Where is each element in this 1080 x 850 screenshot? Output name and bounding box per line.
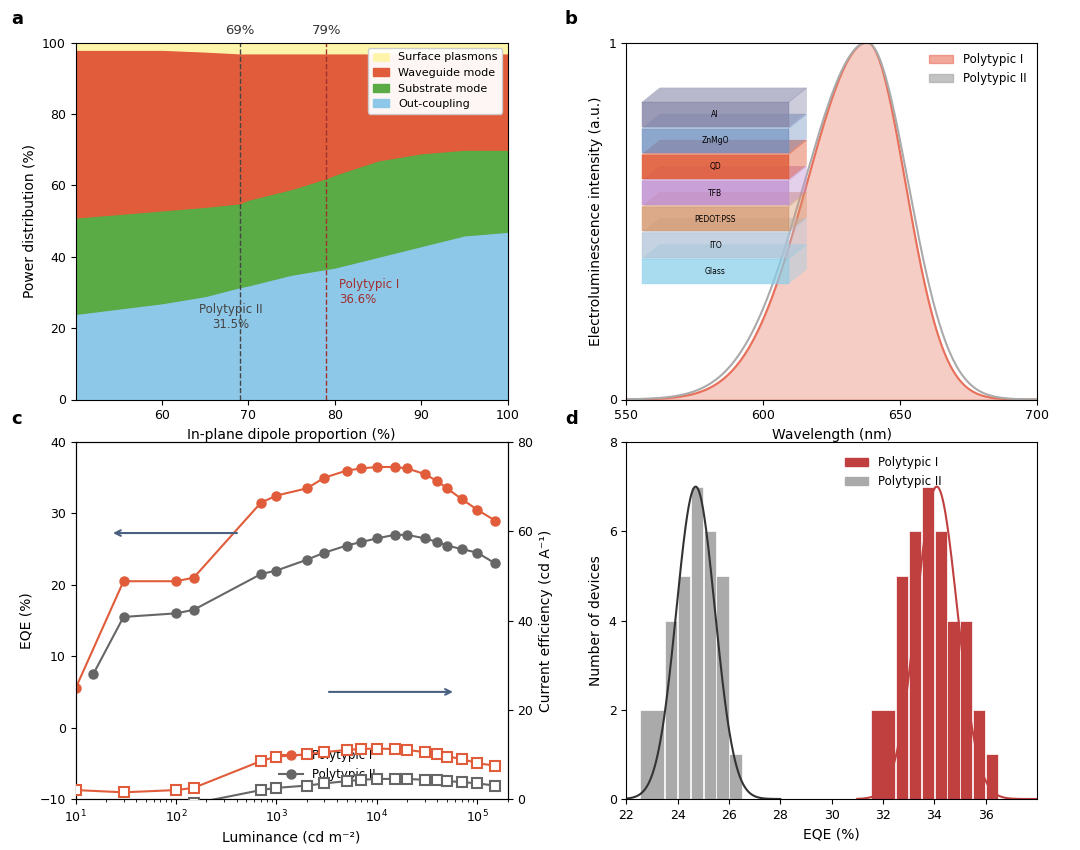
Legend: Surface plasmons, Waveguide mode, Substrate mode, Out-coupling: Surface plasmons, Waveguide mode, Substr…: [368, 48, 502, 114]
X-axis label: In-plane dipole proportion (%): In-plane dipole proportion (%): [187, 428, 396, 442]
Text: d: d: [565, 410, 578, 428]
X-axis label: Luminance (cd m⁻²): Luminance (cd m⁻²): [222, 831, 361, 845]
Text: a: a: [11, 10, 23, 28]
Bar: [896, 576, 908, 799]
Legend: Polytypic I, Polytypic II: Polytypic I, Polytypic II: [274, 745, 381, 786]
Bar: [934, 531, 947, 799]
Bar: [986, 755, 998, 799]
Bar: [704, 531, 716, 799]
Bar: [691, 486, 703, 799]
Bar: [947, 620, 959, 799]
Text: b: b: [565, 10, 578, 28]
Y-axis label: EQE (%): EQE (%): [19, 592, 33, 649]
Text: 79%: 79%: [311, 24, 341, 37]
Bar: [973, 710, 985, 799]
Bar: [678, 576, 690, 799]
Bar: [729, 755, 742, 799]
Text: c: c: [11, 410, 22, 428]
Y-axis label: Number of devices: Number of devices: [589, 555, 603, 686]
Text: Polytypic I
36.6%: Polytypic I 36.6%: [339, 278, 400, 306]
Y-axis label: Electroluminescence intensity (a.u.): Electroluminescence intensity (a.u.): [589, 96, 603, 346]
Bar: [909, 531, 921, 799]
X-axis label: Wavelength (nm): Wavelength (nm): [771, 428, 892, 442]
Bar: [870, 710, 895, 799]
Y-axis label: Current efficiency (cd A⁻¹): Current efficiency (cd A⁻¹): [539, 530, 553, 711]
Bar: [716, 576, 729, 799]
Text: Polytypic II
31.5%: Polytypic II 31.5%: [200, 303, 262, 332]
Bar: [921, 486, 934, 799]
Legend: Polytypic I, Polytypic II: Polytypic I, Polytypic II: [924, 48, 1031, 90]
Text: 69%: 69%: [225, 24, 255, 37]
Bar: [639, 710, 664, 799]
X-axis label: EQE (%): EQE (%): [804, 827, 860, 842]
Y-axis label: Power distribution (%): Power distribution (%): [23, 144, 37, 298]
Bar: [665, 620, 677, 799]
Legend: Polytypic I, Polytypic II: Polytypic I, Polytypic II: [840, 451, 946, 493]
Bar: [960, 620, 972, 799]
